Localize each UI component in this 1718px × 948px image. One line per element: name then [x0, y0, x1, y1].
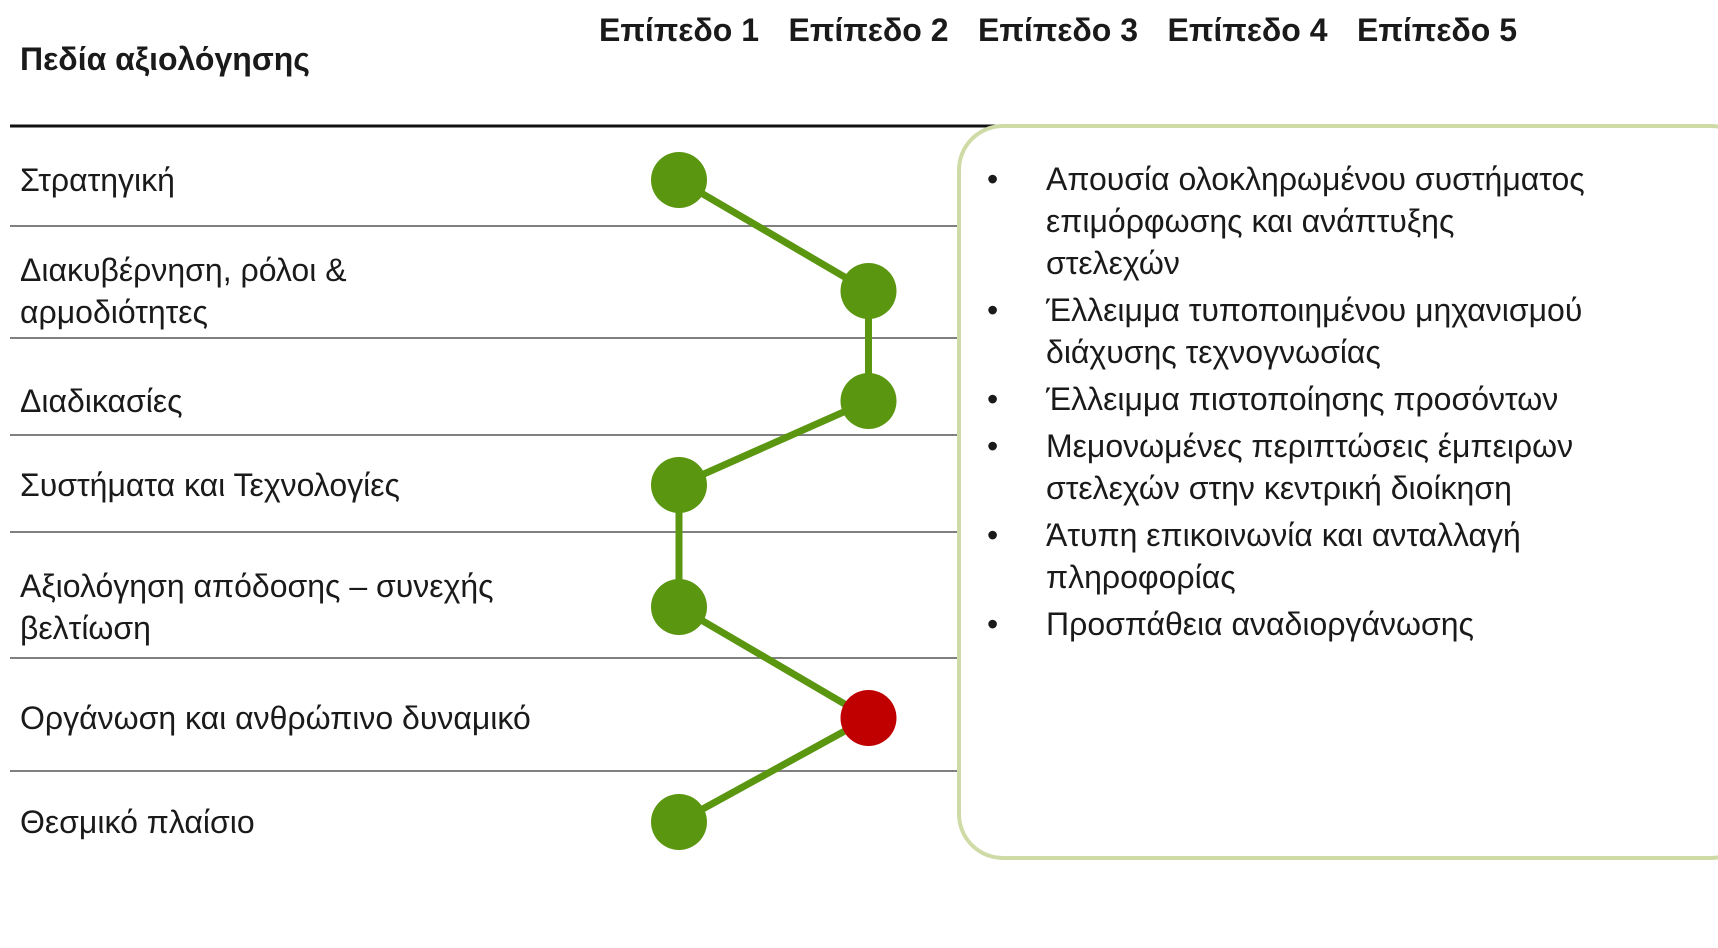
chart-title: Πεδία αξιολόγησης [20, 41, 310, 77]
row-label: Θεσμικό πλαίσιο [20, 804, 255, 840]
level-point [840, 263, 897, 319]
level-point [651, 794, 707, 850]
row-label: Οργάνωση και ανθρώπινο δυναμικό [20, 700, 531, 736]
row-label: Συστήματα και Τεχνολογίες [20, 467, 400, 503]
callout-item: Απουσία ολοκληρωμένου συστήματος επιμόρφ… [987, 158, 1586, 284]
x-tick-label: Επίπεδο 1 [598, 12, 760, 48]
callout-list: Απουσία ολοκληρωμένου συστήματος επιμόρφ… [987, 158, 1586, 650]
callout-item: Μεμονωμένες περιπτώσεις έμπειρων στελεχώ… [987, 425, 1586, 509]
callout-item: Προσπάθεια αναδιοργάνωσης [987, 603, 1586, 645]
callout-item: Έλλειμμα πιστοποίησης προσόντων [987, 378, 1586, 420]
callout-box: Απουσία ολοκληρωμένου συστήματος επιμόρφ… [957, 124, 1718, 860]
x-tick-label: Επίπεδο 5 [1356, 12, 1518, 48]
x-tick-label: Επίπεδο 3 [977, 12, 1139, 48]
row-label: Αξιολόγηση απόδοσης – συνεχής βελτίωση [20, 568, 494, 646]
level-point [651, 579, 707, 635]
level-point [651, 457, 707, 513]
level-point [651, 152, 707, 208]
callout-item: Έλλειμμα τυποποιημένου μηχανισμού διάχυσ… [987, 289, 1586, 373]
level-point [840, 690, 897, 746]
level-point [840, 373, 897, 429]
x-tick-label: Επίπεδο 4 [1167, 12, 1328, 48]
x-tick-label: Επίπεδο 2 [788, 12, 949, 48]
row-label: Στρατηγική [20, 162, 175, 198]
row-label: Διακυβέρνηση, ρόλοι & αρμοδιότητες [20, 252, 347, 330]
callout-item: Άτυπη επικοινωνία και ανταλλαγή πληροφορ… [987, 514, 1586, 598]
row-label: Διαδικασίες [20, 383, 183, 419]
profile-line [675, 176, 876, 826]
